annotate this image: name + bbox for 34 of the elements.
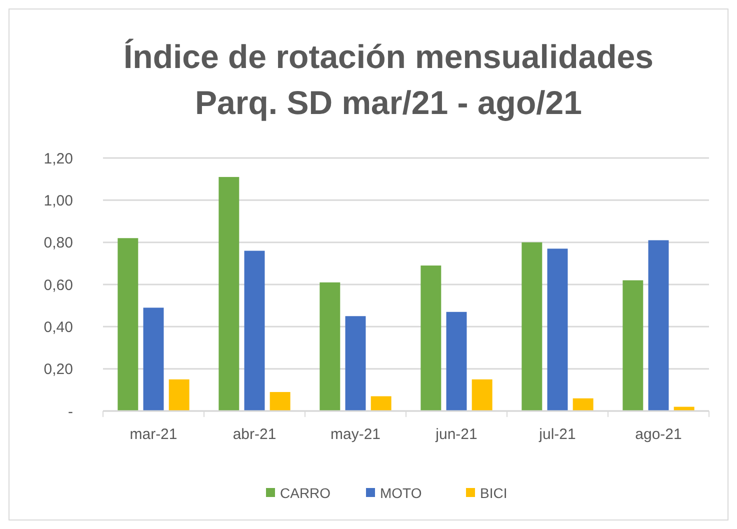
x-tick-label: may-21 [330,426,381,443]
legend-label: MOTO [380,484,422,501]
bar [118,238,138,411]
bar [168,379,190,411]
bar [244,250,265,411]
y-tick-label: 0,80 [44,234,73,252]
y-tick-label: 1,00 [44,192,73,210]
bar [522,242,542,411]
bar [446,312,467,411]
x-tick-label: mar-21 [130,426,178,443]
bar [547,248,568,411]
y-tick-label: 1,20 [44,150,73,168]
bar [370,396,392,411]
legend-label: BICI [480,484,508,501]
bar [218,176,240,411]
bar [143,308,164,411]
chart-title: Índice de rotación mensualidades Parq. SD mar/21 - ago/21 [124,38,654,121]
bar [320,282,340,411]
bar [345,316,366,411]
bar [420,266,442,411]
legend-label: CARRO [280,484,331,501]
y-tick-label: 0,60 [44,276,73,294]
x-tick-label: jun-21 [434,426,478,443]
x-tick-label: jul-21 [538,426,576,443]
y-tick-label: 0,40 [44,318,73,336]
y-tick-label: 0,20 [44,361,73,378]
y-tick-label: - [68,403,73,420]
bar [472,379,492,411]
bar [622,280,644,411]
bar [270,392,290,411]
bar [572,398,594,411]
x-tick-label: abr-21 [232,426,276,443]
bar [648,240,669,411]
x-tick-label: ago-21 [635,426,682,443]
